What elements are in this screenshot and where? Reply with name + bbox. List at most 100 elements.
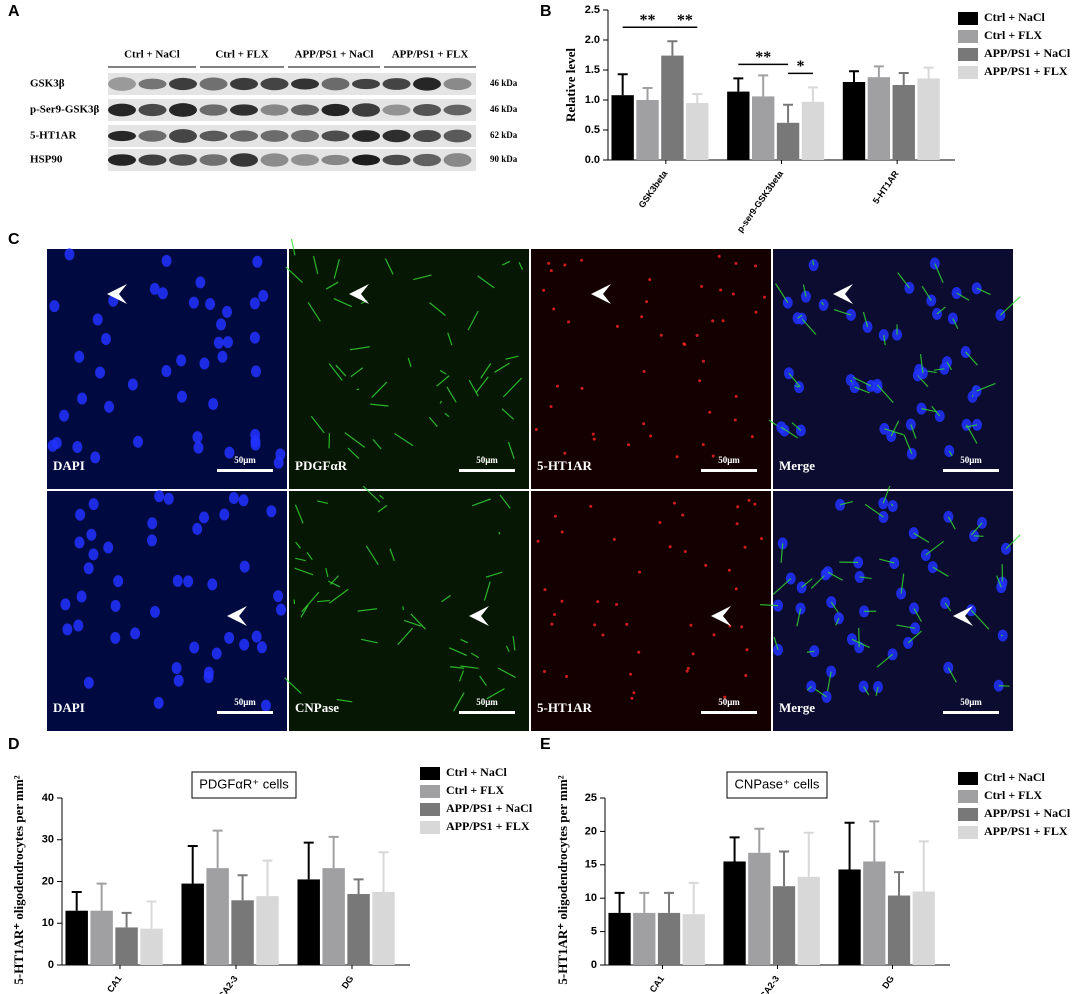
error-bar	[783, 103, 794, 123]
error-bar	[729, 836, 740, 862]
process	[436, 375, 450, 387]
puncta	[552, 307, 556, 311]
process	[467, 310, 479, 331]
blot-band	[382, 129, 411, 143]
puncta	[549, 405, 553, 409]
error-bar	[664, 891, 675, 913]
process	[294, 567, 314, 576]
puncta	[645, 300, 649, 304]
channel-label: 5-HT1AR	[537, 700, 593, 715]
blot-band	[291, 104, 319, 116]
puncta	[762, 295, 766, 299]
bar	[686, 103, 709, 160]
process	[806, 650, 815, 653]
puncta	[700, 284, 704, 288]
bar	[231, 900, 254, 965]
process	[372, 438, 382, 450]
puncta	[627, 443, 631, 447]
nucleus	[192, 522, 203, 535]
channel-label: DAPI	[53, 700, 85, 715]
blot-band	[230, 130, 258, 142]
y-tick-label: 20	[42, 875, 54, 887]
significance-label: *	[796, 58, 804, 75]
error-bar	[754, 827, 765, 853]
process	[966, 424, 978, 444]
puncta	[698, 379, 702, 383]
process	[505, 645, 510, 652]
nucleus	[110, 631, 121, 644]
bar	[115, 927, 138, 965]
process	[306, 551, 313, 561]
puncta	[719, 288, 723, 292]
blot-band	[230, 104, 258, 116]
process	[477, 275, 495, 289]
panel-label: E	[540, 736, 551, 753]
process	[441, 594, 451, 603]
process	[317, 500, 329, 504]
bar	[752, 96, 775, 160]
bar	[90, 910, 113, 965]
y-tick-label: 2.5	[585, 4, 600, 16]
y-tick-label: 5	[591, 926, 597, 938]
channel-label: DAPI	[53, 458, 85, 473]
bar	[661, 55, 684, 160]
legend-label: APP/PS1 + NaCl	[984, 46, 1071, 60]
process	[932, 566, 949, 577]
scale-bar	[943, 469, 999, 472]
nucleus	[203, 671, 214, 684]
process	[439, 400, 443, 404]
bar	[727, 91, 750, 160]
blot-band	[443, 77, 472, 91]
puncta	[565, 675, 569, 679]
arrowhead	[711, 606, 731, 626]
process	[864, 503, 884, 518]
process	[446, 386, 457, 403]
nucleus	[130, 627, 141, 640]
nucleus	[249, 331, 260, 344]
puncta	[711, 454, 715, 458]
process	[900, 573, 905, 594]
nucleus	[256, 641, 267, 654]
puncta	[734, 394, 738, 398]
puncta	[683, 549, 687, 553]
process	[336, 698, 353, 703]
scale-bar-label: 50μm	[476, 697, 498, 707]
bar	[206, 868, 229, 965]
process	[910, 424, 917, 439]
process	[333, 259, 340, 279]
y-tick-label: 1.0	[585, 94, 600, 106]
process	[996, 575, 1002, 588]
nucleus	[266, 505, 277, 518]
puncta	[593, 623, 597, 627]
micrograph	[47, 491, 287, 731]
nucleus	[64, 248, 75, 261]
process	[356, 388, 360, 391]
error-bar	[146, 900, 157, 929]
nucleus	[252, 255, 263, 268]
puncta	[701, 359, 705, 363]
error-bar	[898, 72, 909, 85]
blot-band	[169, 154, 197, 166]
bar	[838, 869, 861, 965]
process	[773, 636, 779, 650]
process	[839, 501, 854, 506]
process	[791, 422, 802, 431]
process	[507, 441, 515, 459]
blot-row-label: 5-HT1AR	[30, 130, 78, 142]
process	[460, 638, 468, 644]
process	[921, 408, 938, 413]
bar	[801, 101, 825, 160]
legend-label: APP/PS1 + FLX	[984, 824, 1068, 838]
nucleus	[149, 605, 160, 618]
legend-swatch	[958, 66, 978, 79]
blot-size-label: 62 kDa	[490, 130, 518, 140]
legend-swatch	[420, 821, 440, 834]
y-axis-label: Relative level	[563, 48, 578, 122]
bar	[140, 928, 163, 965]
process	[890, 503, 894, 507]
x-tick-label: DG	[880, 974, 896, 991]
blot-size-label: 90 kDa	[490, 154, 518, 164]
nucleus	[51, 437, 62, 450]
y-tick-label: 10	[585, 892, 597, 904]
y-tick-label: 30	[42, 834, 54, 846]
